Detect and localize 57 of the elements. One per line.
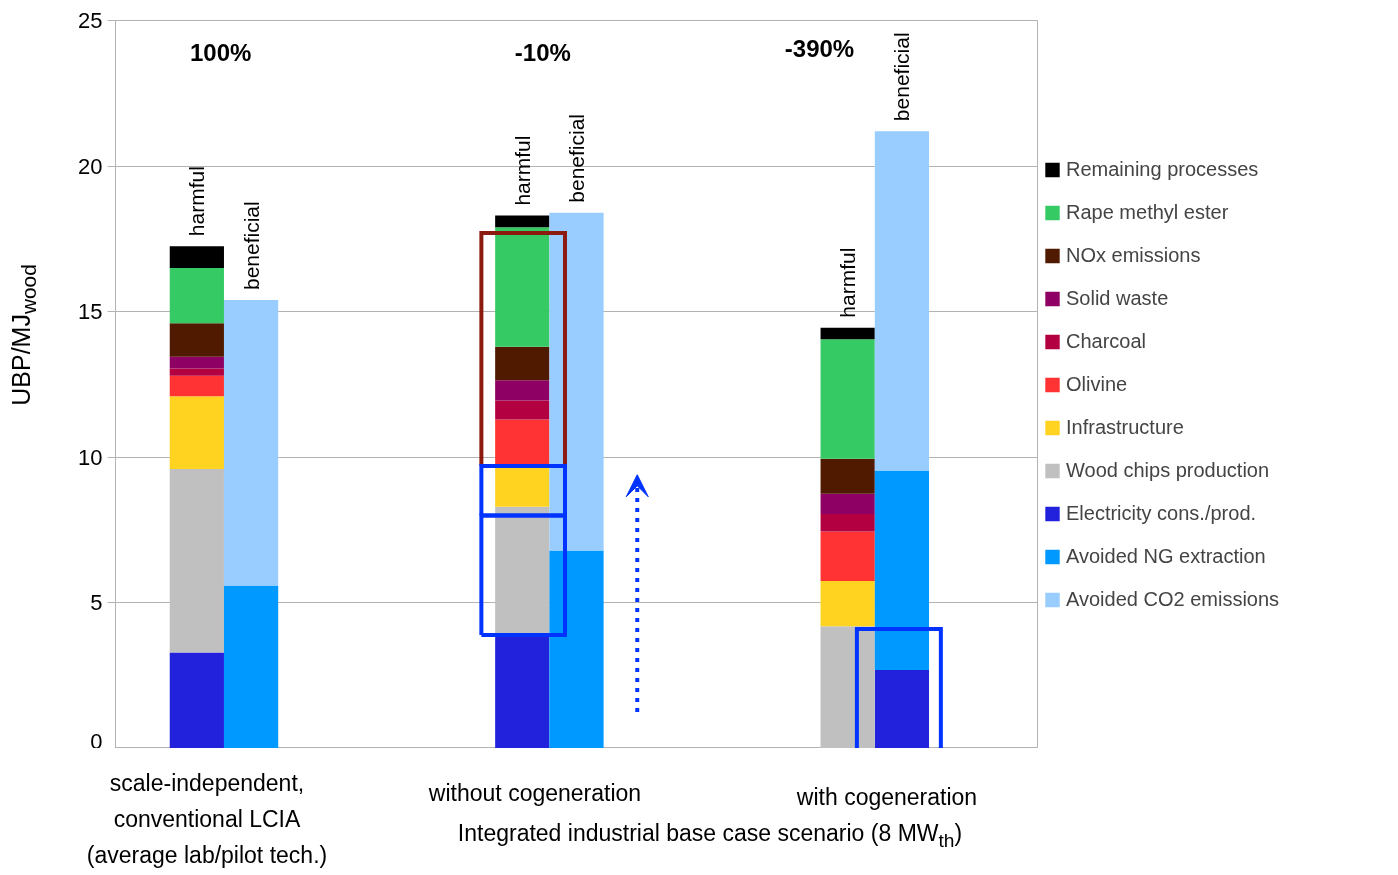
annotation: -10% xyxy=(514,39,571,67)
annotation: -390% xyxy=(784,34,855,62)
y-tick-label: 10 xyxy=(78,444,103,470)
bar xyxy=(874,131,930,471)
bar xyxy=(169,246,224,269)
bar xyxy=(820,514,875,532)
bar xyxy=(223,585,279,748)
bar xyxy=(495,227,550,347)
legend-label: Wood chips production xyxy=(1066,458,1270,482)
legend-label: Solid waste xyxy=(1066,286,1169,310)
bar xyxy=(169,652,224,748)
legend-label: Electricity cons./prod. xyxy=(1066,501,1257,525)
y-tick-label: 15 xyxy=(78,299,103,325)
bar xyxy=(169,323,224,357)
bar xyxy=(169,268,224,324)
legend-label: Olivine xyxy=(1066,372,1128,396)
legend-label: Infrastructure xyxy=(1066,415,1184,439)
annotation: harmful xyxy=(510,135,534,206)
bar xyxy=(169,396,224,469)
bar xyxy=(820,327,875,340)
text: Integrated industrial base case scenario (8 MW$_{th}$) xyxy=(457,820,963,852)
annotation: 100% xyxy=(190,39,252,67)
annotation: beneficial xyxy=(565,113,588,203)
legend-label: Rape methyl ester xyxy=(1066,200,1229,224)
bar xyxy=(820,458,875,494)
legend-label: Remaining processes xyxy=(1066,157,1259,181)
bar xyxy=(874,669,930,748)
bar xyxy=(820,581,875,627)
bar xyxy=(495,400,550,420)
legend-label: Avoided CO2 emissions xyxy=(1066,587,1280,611)
bar xyxy=(223,300,279,586)
bar xyxy=(169,356,224,369)
annotation: beneficial xyxy=(890,32,914,122)
y-tick-label: 0 xyxy=(90,728,103,754)
annotation: harmful xyxy=(836,247,860,318)
text: scale-independent, conventional LCIA (average lab/pilot tech.) xyxy=(86,770,328,870)
legend-label: Charcoal xyxy=(1066,329,1147,353)
bar xyxy=(495,380,550,401)
bar xyxy=(169,468,224,653)
legend-label: Avoided NG extraction xyxy=(1066,544,1266,568)
bar xyxy=(169,368,224,376)
bar xyxy=(495,215,550,228)
bar xyxy=(549,550,604,748)
bar xyxy=(495,466,550,507)
bar xyxy=(820,531,875,582)
annotation: harmful xyxy=(185,166,209,237)
bar xyxy=(169,375,224,397)
legend-label: NOx emissions xyxy=(1066,243,1201,267)
text: without cogeneration xyxy=(428,780,642,808)
y-tick-label: 25 xyxy=(78,8,103,33)
y-tick-label: 5 xyxy=(90,590,103,616)
text: with cogeneration xyxy=(796,784,978,812)
bar xyxy=(495,346,550,381)
annotation: beneficial xyxy=(239,201,263,291)
bar xyxy=(820,493,875,515)
y-tick-label: 20 xyxy=(78,153,103,179)
bar xyxy=(820,339,875,459)
